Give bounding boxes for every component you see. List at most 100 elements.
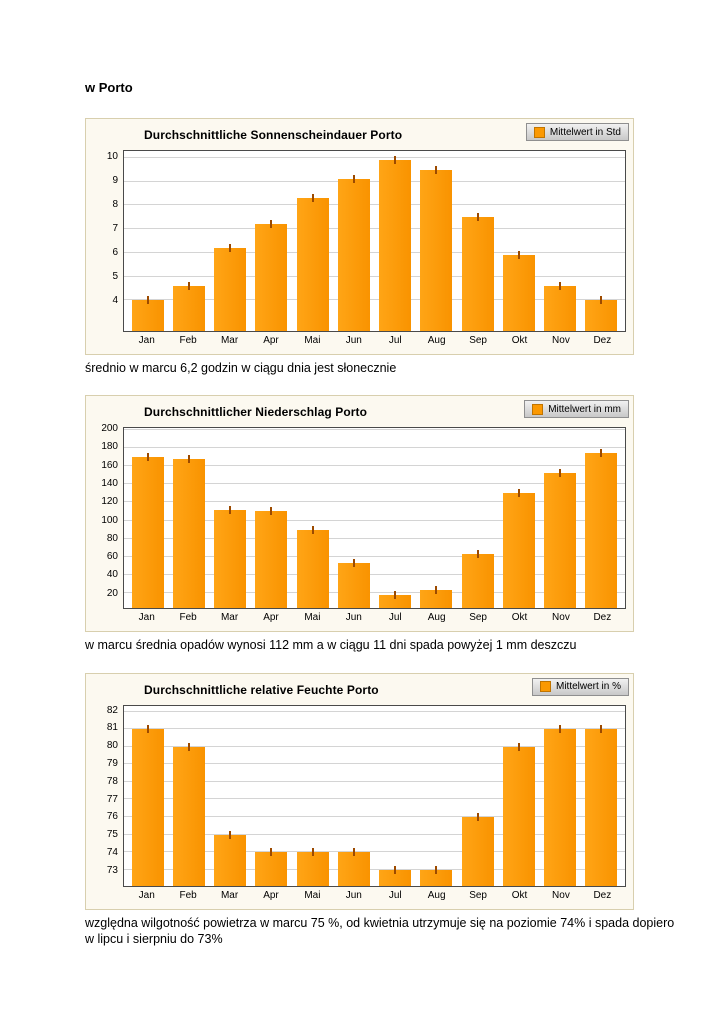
bar-Jul (379, 156, 412, 331)
caption-sunshine: średnio w marcu 6,2 godzin w ciągu dnia … (85, 361, 397, 375)
caption-precipitation: w marcu średnia opadów wynosi 112 mm a w… (85, 638, 577, 653)
bar-Jul (379, 865, 412, 886)
mean-marker-icon (352, 175, 355, 184)
y-tick-label: 180 (101, 441, 118, 453)
chart-legend: Mittelwert in mm (524, 400, 629, 419)
mean-marker-icon (394, 865, 397, 874)
bar-slot (498, 706, 539, 886)
x-tick-label: Mai (304, 889, 321, 901)
x-tick-label: Jun (345, 335, 362, 346)
gridline (124, 251, 625, 253)
x-tick-label: Mar (220, 335, 239, 346)
gridline (124, 447, 625, 449)
bar-slot (127, 151, 168, 331)
bar-slot (292, 706, 333, 886)
bar-Mar (214, 830, 247, 886)
mean-marker-icon (476, 213, 479, 222)
gridline (124, 591, 625, 593)
bar-slot (540, 151, 581, 331)
chart-title: Durchschnittlicher Niederschlag Porto (144, 405, 368, 420)
x-tick-label: Sep (469, 335, 487, 346)
gridline (124, 299, 625, 301)
caption-humidity: względna wilgotność powietrza w marcu 75… (85, 915, 675, 946)
bar-slot (292, 151, 333, 331)
mean-marker-icon (476, 549, 479, 558)
mean-marker-icon (435, 865, 438, 874)
legend-swatch-icon (539, 681, 551, 692)
bar-Apr (255, 848, 288, 886)
gridline (124, 204, 625, 206)
y-axis-labels: 20 40 60 80 100 120 140 160 180 200 (89, 423, 123, 609)
x-tick-label: Jun (345, 889, 362, 901)
bar-slot (251, 706, 292, 886)
x-tick-label: Jan (138, 889, 155, 901)
bar-slot (168, 151, 209, 331)
bar-Aug (420, 865, 453, 886)
x-tick-label: Dez (593, 889, 612, 901)
gridline (124, 157, 625, 159)
gridline (124, 816, 625, 818)
mean-marker-icon (229, 830, 232, 839)
bar-Aug (420, 586, 453, 609)
gridline (124, 851, 625, 853)
mean-marker-icon (187, 742, 190, 751)
bar-Nov (544, 282, 577, 331)
x-tick-label: Okt (511, 612, 528, 624)
mean-marker-icon (146, 296, 149, 305)
bar-Apr (255, 506, 288, 609)
bar-slot (168, 706, 209, 886)
mean-marker-icon (394, 156, 397, 165)
mean-marker-icon (435, 586, 438, 595)
bar-Apr (255, 220, 288, 331)
bar-slot (333, 706, 374, 886)
y-tick-label: 100 (101, 514, 118, 526)
y-tick-label: 10 (106, 151, 118, 163)
bar-slot (210, 706, 251, 886)
chart-title: Durchschnittliche Sonnenscheindauer Port… (144, 128, 403, 142)
x-tick-label: Apr (263, 889, 279, 901)
bar-slot (540, 706, 581, 886)
bar-Mar (214, 244, 247, 331)
mean-marker-icon (600, 448, 603, 457)
bar-Okt (502, 489, 535, 609)
y-tick-label: 77 (106, 793, 118, 805)
chart-panel-sunshine: Durchschnittliche Sonnenscheindauer Port… (85, 118, 634, 355)
legend-swatch-icon (533, 126, 545, 138)
bar-Nov (544, 725, 577, 886)
bar-Jul (379, 590, 412, 609)
legend-swatch-icon (532, 403, 544, 415)
bar-slot (251, 151, 292, 331)
bar-Feb (172, 455, 205, 609)
y-tick-label: 76 (106, 811, 118, 823)
bar-Jan (131, 725, 164, 886)
x-tick-label: Jul (388, 889, 402, 901)
y-tick-label: 200 (101, 423, 118, 435)
bar-Sep (461, 213, 494, 331)
y-tick-label: 8 (112, 199, 118, 211)
x-tick-label: Feb (179, 612, 197, 624)
plot-area (123, 704, 626, 887)
bar-slot (416, 151, 457, 331)
page-title: w Porto (85, 80, 133, 95)
bar-Mai (296, 526, 329, 609)
bar-slot (210, 428, 251, 609)
y-tick-label: 60 (106, 551, 118, 563)
bar-Nov (544, 469, 577, 609)
x-tick-label: Dez (593, 612, 612, 624)
x-tick-label: Mar (220, 612, 239, 624)
bar-slot (457, 706, 498, 886)
gridline (124, 275, 625, 277)
plot-area (123, 427, 626, 610)
chart-legend: Mittelwert in Std (525, 123, 629, 141)
gridline (124, 868, 625, 870)
mean-marker-icon (352, 848, 355, 857)
bar-Dez (585, 296, 618, 331)
plot-wrap: 20 40 60 80 100 120 140 160 180 200 Jan Feb Mar Apr M… (101, 424, 626, 623)
bar-slot (210, 151, 251, 331)
x-axis-labels: Jan Feb Mar Apr Mai Jun Jul Aug Sep Okt Nov Dez (123, 335, 626, 346)
bar-slot (457, 151, 498, 331)
gridline (124, 483, 625, 485)
chart-panel-precipitation: Durchschnittlicher Niederschlag Porto Mi… (85, 395, 634, 633)
y-tick-label: 80 (106, 740, 118, 752)
